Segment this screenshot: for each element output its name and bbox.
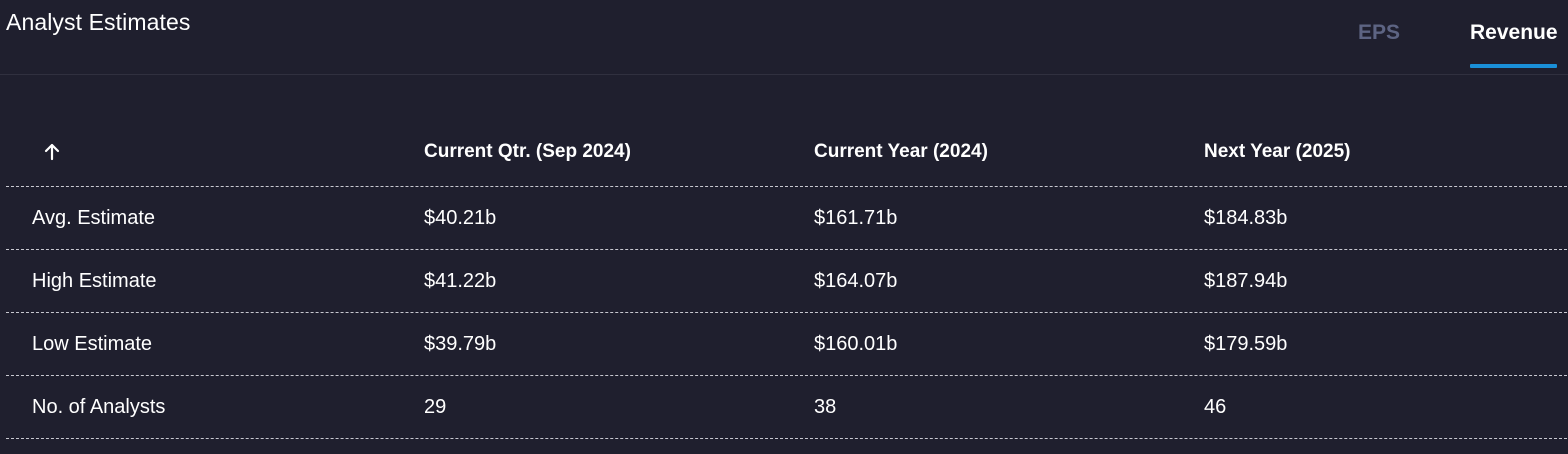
row-label: No. of Analysts [32,395,166,418]
table-header-row: Current Qtr. (Sep 2024) Current Year (20… [6,118,1567,187]
estimates-table: Current Qtr. (Sep 2024) Current Year (20… [6,118,1567,439]
table-row: Low Estimate $39.79b $160.01b $179.59b [6,313,1567,376]
table-cell: $161.71b [814,206,898,229]
table-cell: 46 [1204,395,1227,418]
tab-revenue[interactable]: Revenue [1470,21,1558,44]
table-cell: $179.59b [1204,332,1288,355]
column-header-current-qtr[interactable]: Current Qtr. (Sep 2024) [424,141,631,162]
active-tab-indicator [1470,64,1557,68]
column-header-current-year[interactable]: Current Year (2024) [814,141,988,162]
row-label: Avg. Estimate [32,206,156,229]
table-row: Avg. Estimate $40.21b $161.71b $184.83b [6,187,1567,250]
table-cell: 38 [814,395,837,418]
table-cell: $41.22b [424,269,497,292]
table-row: High Estimate $41.22b $164.07b $187.94b [6,250,1567,313]
tab-eps[interactable]: EPS [1358,21,1401,44]
table-cell: $160.01b [814,332,898,355]
table-cell: $40.21b [424,206,497,229]
table-cell: $164.07b [814,269,898,292]
column-header-next-year[interactable]: Next Year (2025) [1204,141,1351,162]
page-title: Analyst Estimates [6,9,191,35]
row-label: Low Estimate [32,332,153,355]
table-cell: $184.83b [1204,206,1288,229]
table-cell: $39.79b [424,332,497,355]
arrow-up-icon[interactable] [44,118,60,186]
table-row: No. of Analysts 29 38 46 [6,376,1567,439]
table-cell: 29 [424,395,447,418]
row-label: High Estimate [32,269,157,292]
header: Analyst Estimates EPS Revenue [0,0,1568,75]
table-cell: $187.94b [1204,269,1288,292]
